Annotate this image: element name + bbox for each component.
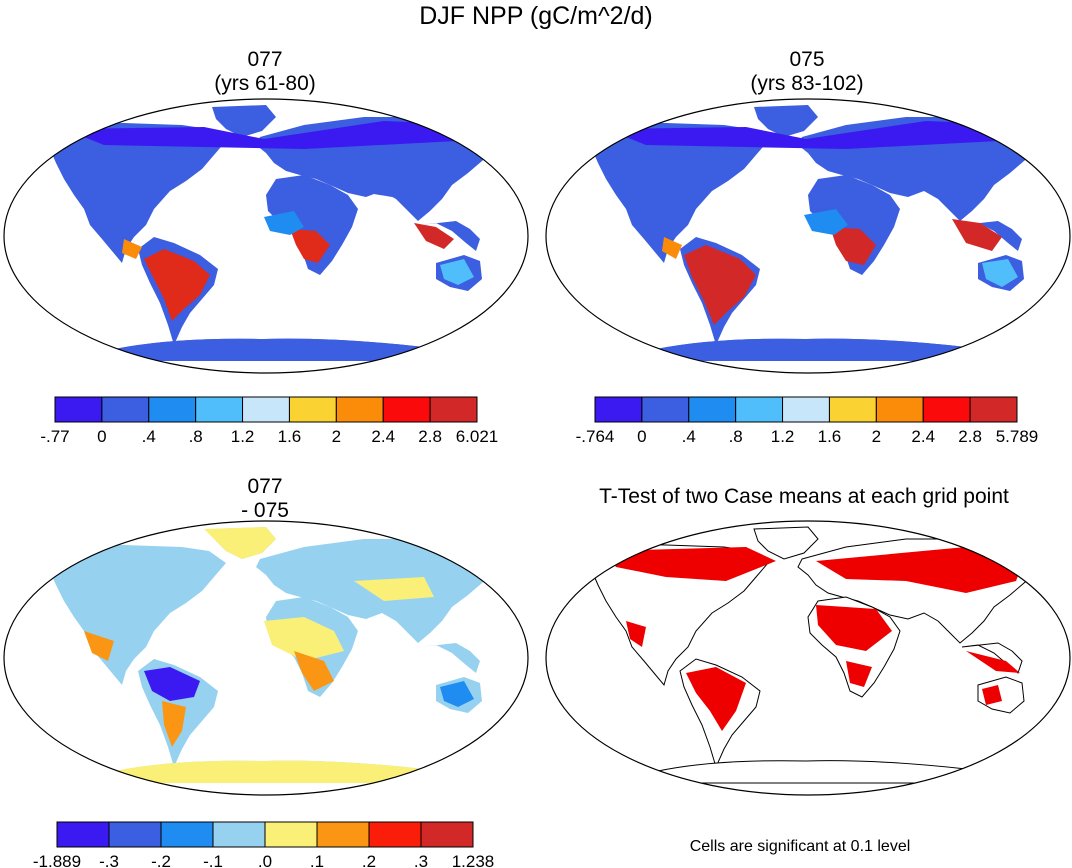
panel3-title: 077 - 075 [90,475,440,523]
map-frame [545,98,1071,374]
colorbar-swatch [101,396,150,423]
significance-note: Cells are significant at 0.1 level [689,838,911,855]
colorbar-swatch [56,821,110,848]
colorbar-tick-label: 1.6 [278,427,302,446]
colorbar-swatch [429,396,478,423]
colorbar-tick-label: 2.8 [958,427,982,446]
colorbar-tick-label: -.3 [99,852,119,868]
panel3-title-line2: - 075 [241,499,289,522]
colorbar-tick-label: 2.4 [911,427,935,446]
colorbar-swatch [54,396,103,423]
colorbar-swatch [382,396,431,423]
map-frame [545,520,1071,796]
panel2-title: 075 (yrs 83-102) [632,48,982,96]
colorbar-tick-label: .3 [414,852,428,868]
colorbar-tick-label: .8 [729,427,743,446]
colorbar-tick-label: -.77 [40,427,69,446]
colorbar-tick-label: .1 [310,852,324,868]
colorbar-swatch [316,821,370,848]
colorbar-tick-label: 1.6 [818,427,842,446]
colorbar-panel3: -1.889 -.3 -.2 -.1 .0 .1 .2 .3 1.238 [33,821,495,868]
colorbar-tick-label: 0 [637,427,646,446]
colorbar-swatch [160,821,214,848]
colorbar-tick-label: 1.238 [452,852,495,868]
colorbar-tick-label: -.2 [151,852,171,868]
colorbar-tick-label: 2 [872,427,881,446]
colorbar-swatch [335,396,384,423]
colorbar-panel1: -.77 0 .4 .8 1.2 1.6 2 2.4 2.8 6.021 [40,396,499,446]
colorbar-tick-label: .4 [142,427,156,446]
panel1-title-line2: (yrs 61-80) [214,72,316,95]
panel2-title-line1: 075 [789,48,825,71]
colorbar-tick-label: 2.4 [371,427,395,446]
colorbar-swatch [212,821,266,848]
colorbar-tick-label: 2.8 [418,427,442,446]
colorbar-tick-label: 5.789 [996,427,1039,446]
figure-title: DJF NPP (gC/m^2/d) [419,2,653,30]
colorbar-tick-label: .8 [189,427,203,446]
colorbar-swatch [641,396,690,423]
map-frame [3,98,529,374]
panel1-title: 077 (yrs 61-80) [90,48,440,96]
colorbar-swatch [735,396,784,423]
colorbar-tick-label: .4 [682,427,696,446]
colorbar-swatch [922,396,971,423]
colorbar-swatch [875,396,924,423]
colorbar-swatch [264,821,318,848]
map-frame [3,520,529,796]
colorbar-swatch [242,396,290,423]
colorbar-panel2: -.764 0 .4 .8 1.2 1.6 2 2.4 2.8 5.789 [576,396,1039,446]
colorbar-swatch [969,396,1018,423]
colorbar-tick-label: .0 [258,852,272,868]
colorbar-swatch [420,821,474,848]
colorbar-swatch [148,396,197,423]
colorbar-tick-label: 6.021 [456,427,499,446]
colorbar-tick-label: 0 [97,427,106,446]
map-panel-075 [545,98,1071,374]
colorbar-swatch [688,396,737,423]
colorbar-tick-label: -.764 [576,427,615,446]
map-panel-077 [3,98,529,374]
map-panel-ttest [545,520,1071,796]
colorbar-tick-label: -1.889 [33,852,81,868]
map-panel-difference [3,520,529,796]
colorbar-tick-label: 1.2 [771,427,795,446]
colorbar-tick-label: -.1 [203,852,223,868]
colorbar-swatch [108,821,162,848]
colorbar-tick-label: .2 [362,852,376,868]
colorbar-tick-label: 1.2 [231,427,255,446]
colorbar-swatch [288,396,337,423]
colorbar-swatch [368,821,422,848]
colorbar-tick-label: 2 [332,427,341,446]
panel2-title-line2: (yrs 83-102) [750,72,864,95]
panel3-title-line1: 077 [247,475,283,498]
colorbar-swatch [828,396,877,423]
colorbar-swatch [195,396,244,423]
colorbar-swatch [782,396,830,423]
panel1-title-line1: 077 [247,48,283,71]
panel4-title: T-Test of two Case means at each grid po… [599,485,1009,508]
colorbar-swatch [594,396,643,423]
